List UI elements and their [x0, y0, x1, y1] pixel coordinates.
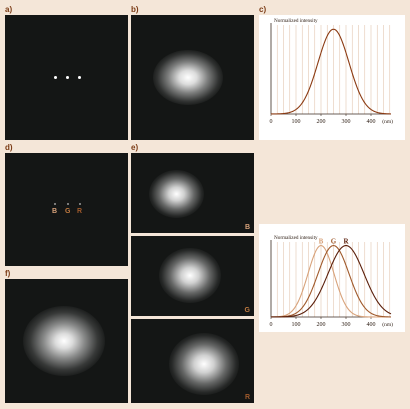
chart-g-x-tick-label: 400: [367, 322, 376, 328]
panel-d: B G R: [5, 153, 128, 266]
blurred-spot-e-G: [159, 248, 221, 303]
chart-g-series-G: [271, 246, 391, 317]
chart-c-x-tick-label: 100: [292, 119, 301, 125]
chart-g-series-R: [271, 246, 391, 317]
chart-g-series-label-B: B: [319, 238, 324, 246]
panel-label-a: a): [5, 5, 12, 14]
label-G: G: [65, 208, 70, 215]
panel-e-B: B: [131, 153, 254, 233]
chart-c-ylabel: Normalized intensity: [274, 18, 318, 24]
blurred-spot-b: [153, 50, 223, 105]
chart-c-x-tick-label: 0: [270, 119, 273, 125]
point-source-3: [78, 76, 81, 79]
point-source-B: [54, 203, 56, 205]
chart-c-series-0: [271, 29, 391, 114]
chart-g-series-B: [271, 246, 391, 317]
label-R: R: [77, 208, 82, 215]
panel-b: [131, 15, 254, 140]
label-B: B: [52, 208, 57, 215]
chart-c-x-tick-label: 300: [342, 119, 351, 125]
panel-label-d: d): [5, 143, 13, 152]
panel-label-f: f): [5, 269, 10, 278]
label-e-R: R: [245, 394, 250, 401]
point-source-R: [79, 203, 81, 205]
panel-a: [5, 15, 128, 140]
panel-e-R: R: [131, 319, 254, 403]
chart-g-x-tick-label: 100: [292, 322, 301, 328]
panel-f: [5, 279, 128, 403]
blurred-spot-f: [23, 306, 105, 376]
blurred-spot-e-B: [149, 170, 204, 218]
chart-g: Normalized intensity 0 100 200 300 400 (nm) B G R: [259, 224, 405, 332]
point-source-1: [54, 76, 57, 79]
chart-g-x-tick-label: 200: [317, 322, 326, 328]
chart-g-series-label-G: G: [331, 238, 337, 246]
point-source-2: [66, 76, 69, 79]
chart-c-x-unit: (nm): [382, 118, 393, 125]
panel-e-G: G: [131, 236, 254, 316]
chart-g-x-tick-label: 300: [342, 322, 351, 328]
chart-g-x-tick-label: 0: [270, 322, 273, 328]
chart-c-svg: Normalized intensity 0 100 200 300 400 (nm): [259, 15, 405, 140]
chart-g-svg: Normalized intensity 0 100 200 300 400 (nm) B G R: [259, 224, 405, 332]
chart-g-ylabel: Normalized intensity: [274, 235, 318, 241]
label-e-B: B: [245, 224, 250, 231]
label-e-G: G: [245, 307, 250, 314]
point-source-G: [67, 203, 69, 205]
panel-label-b: b): [131, 5, 139, 14]
panel-label-e: e): [131, 143, 138, 152]
chart-g-x-unit: (nm): [382, 321, 393, 328]
chart-c-x-tick-label: 200: [317, 119, 326, 125]
chart-g-series-label-R: R: [343, 238, 349, 246]
chart-c-x-tick-label: 400: [367, 119, 376, 125]
panel-label-c: c): [259, 5, 266, 14]
blurred-spot-e-R: [169, 333, 239, 395]
chart-c: Normalized intensity 0 100 200 300 400 (nm): [259, 15, 405, 140]
